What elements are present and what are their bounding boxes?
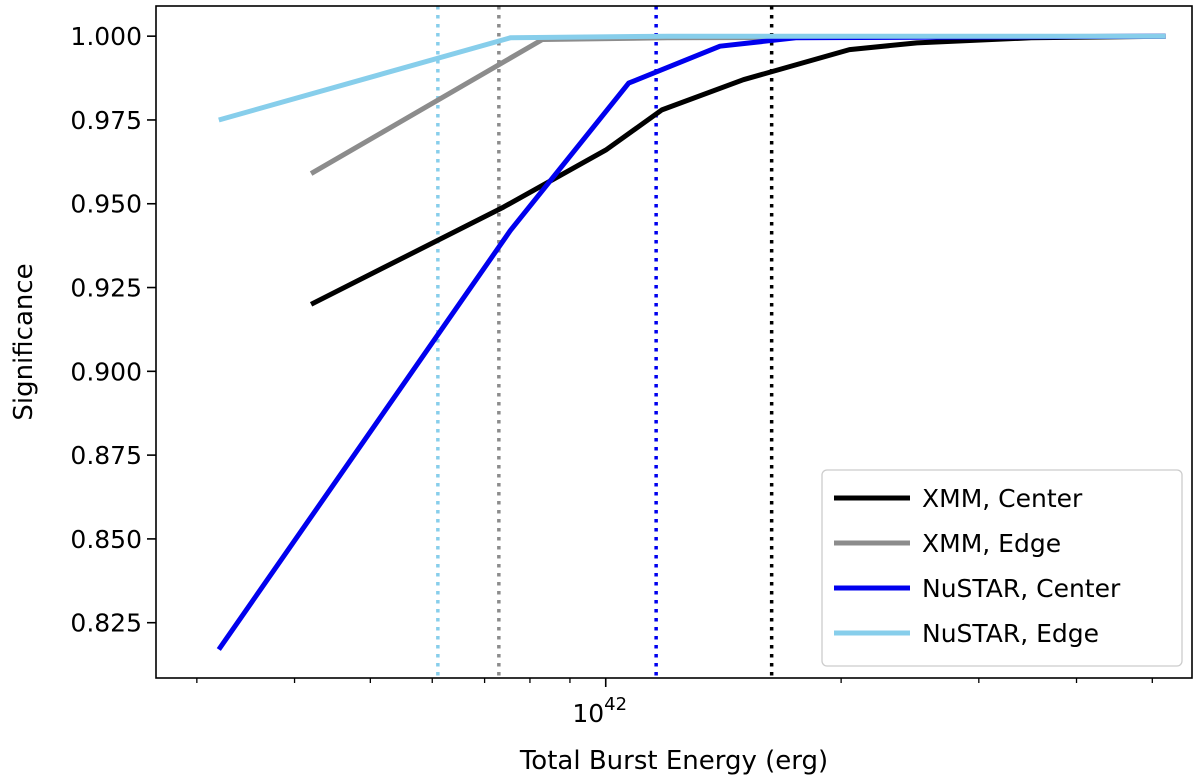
y-tick-label: 0.950 [70,190,142,219]
series-line-nustar-edge [218,33,1166,123]
y-tick-label: 0.925 [70,274,142,303]
y-tick-label: 0.975 [70,106,142,135]
legend-label: NuSTAR, Center [922,574,1121,603]
x-tick-label: 1042 [572,694,627,728]
x-axis: 1042 [196,678,1153,728]
y-tick-label: 0.850 [70,525,142,554]
legend-label: NuSTAR, Edge [922,619,1099,648]
series-line-xmm-center [309,33,1166,307]
data-series [216,33,1166,651]
y-tick-label: 0.900 [70,357,142,386]
y-tick-label: 0.825 [70,609,142,638]
legend-label: XMM, Edge [922,529,1061,558]
legend-label: XMM, Center [922,484,1083,513]
y-axis: 0.825 0.850 0.875 0.900 0.925 0.950 0.975 1.000 [70,22,156,638]
legend-box [821,469,1183,667]
x-axis-label: Total Burst Energy (erg) [519,746,828,776]
y-axis-label: Significance [9,263,39,420]
plot-frame [155,5,1193,679]
legend: XMM, Center XMM, Edge NuSTAR, Center NuSTAR… [821,469,1183,667]
reference-lines [436,6,774,678]
y-tick-label: 1.000 [70,22,142,51]
y-tick-label: 0.875 [70,441,142,470]
